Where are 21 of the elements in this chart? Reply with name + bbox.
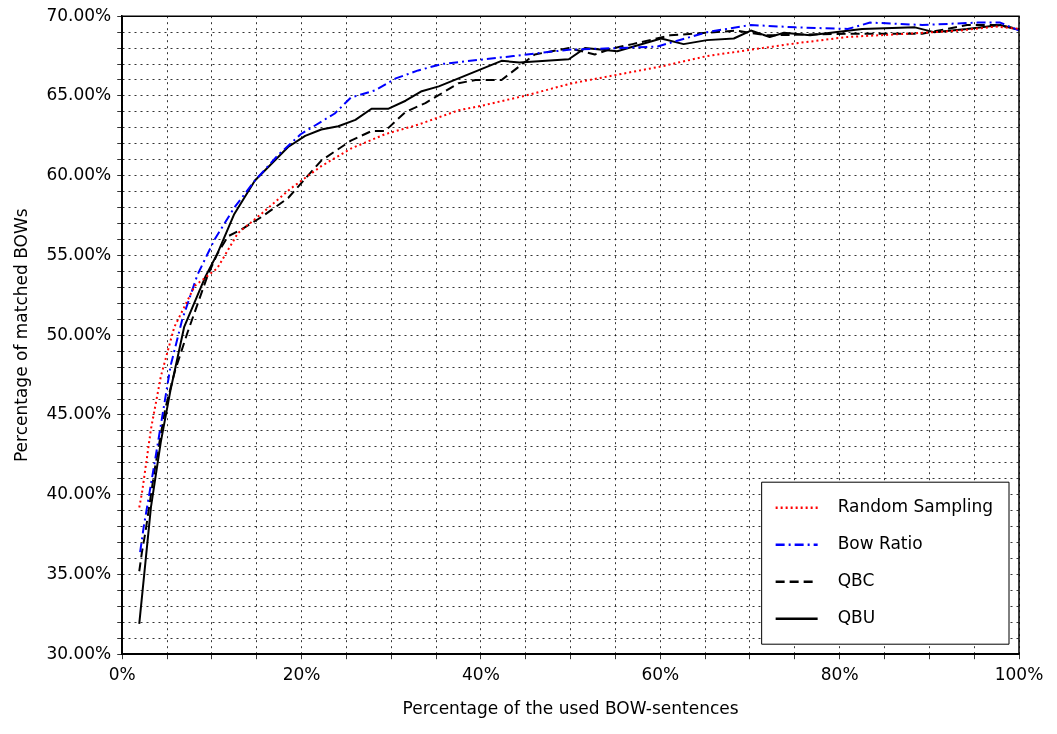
x-tick-label: 100% bbox=[994, 663, 1044, 684]
x-axis-title: Percentage of the used BOW-sentences bbox=[402, 698, 739, 719]
x-tick-label: 60% bbox=[641, 663, 680, 684]
y-tick-label: 50.00% bbox=[46, 323, 112, 344]
legend-label: QBU bbox=[837, 607, 876, 628]
y-tick-label: 60.00% bbox=[46, 164, 112, 185]
x-tick-label: 20% bbox=[282, 663, 321, 684]
y-tick-label: 65.00% bbox=[46, 84, 112, 105]
y-tick-label: 35.00% bbox=[46, 562, 112, 583]
y-tick-label: 30.00% bbox=[46, 642, 112, 663]
y-tick-label: 70.00% bbox=[46, 4, 112, 25]
legend-label: QBC bbox=[837, 570, 875, 591]
y-tick-label: 45.00% bbox=[46, 403, 112, 424]
x-tick-label: 80% bbox=[820, 663, 859, 684]
x-tick-label: 0% bbox=[108, 663, 136, 684]
y-tick-label: 55.00% bbox=[46, 243, 112, 264]
legend-label: Bow Ratio bbox=[837, 533, 923, 554]
y-tick-label: 40.00% bbox=[46, 483, 112, 504]
legend-label: Random Sampling bbox=[837, 496, 993, 517]
y-axis-title: Percentage of matched BOWs bbox=[10, 208, 31, 463]
x-tick-label: 40% bbox=[462, 663, 500, 684]
